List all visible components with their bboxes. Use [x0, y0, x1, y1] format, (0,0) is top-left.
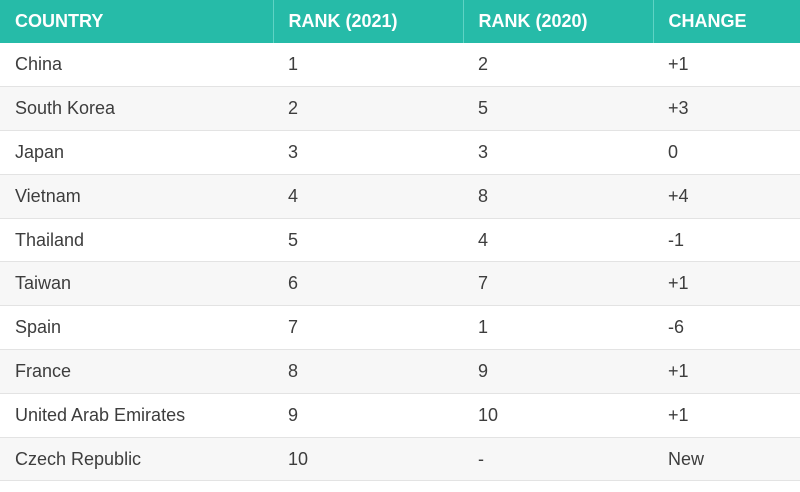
rank-2020-cell: 1	[463, 305, 653, 351]
table-row: United Arab Emirates 9 10 +1	[0, 393, 800, 438]
country-cell: Thailand	[0, 218, 273, 263]
country-cell: France	[0, 349, 273, 394]
rank-2020-cell: 4	[463, 218, 653, 263]
header-row: COUNTRY RANK (2021) RANK (2020) CHANGE	[0, 0, 800, 43]
rank-2021-cell: 9	[273, 393, 463, 438]
rank-2020-cell: 10	[463, 393, 653, 438]
table-row: Thailand 5 4 -1	[0, 218, 800, 263]
table-header: COUNTRY RANK (2021) RANK (2020) CHANGE	[0, 0, 800, 43]
change-cell: New	[653, 437, 800, 482]
rank-2021-cell: 5	[273, 218, 463, 263]
rank-2021-cell: 8	[273, 349, 463, 394]
table-row: Spain 7 1 -6	[0, 305, 800, 351]
change-cell: +1	[653, 393, 800, 438]
country-cell: Spain	[0, 305, 273, 351]
header-rank-2021: RANK (2021)	[273, 0, 464, 43]
country-cell: Taiwan	[0, 261, 273, 307]
table-row: Japan 3 3 0	[0, 130, 800, 175]
change-cell: +1	[653, 43, 800, 88]
country-cell: Vietnam	[0, 174, 273, 219]
change-cell: +1	[653, 261, 800, 307]
rank-2021-cell: 7	[273, 305, 463, 351]
rank-2020-cell: 3	[463, 130, 653, 175]
change-cell: +1	[653, 349, 800, 394]
rank-2020-cell: -	[463, 437, 653, 482]
country-cell: Japan	[0, 130, 273, 175]
change-cell: -1	[653, 218, 800, 263]
rank-2021-cell: 1	[273, 43, 463, 88]
table-row: China 1 2 +1	[0, 43, 800, 88]
change-cell: +3	[653, 86, 800, 132]
table-row: Vietnam 4 8 +4	[0, 174, 800, 219]
rank-2020-cell: 2	[463, 43, 653, 88]
rank-2021-cell: 2	[273, 86, 463, 132]
rank-2021-cell: 10	[273, 437, 463, 482]
change-cell: 0	[653, 130, 800, 175]
table-row: Czech Republic 10 - New	[0, 437, 800, 482]
rank-2020-cell: 7	[463, 261, 653, 307]
rank-2020-cell: 9	[463, 349, 653, 394]
country-cell: Czech Republic	[0, 437, 273, 482]
rank-2021-cell: 6	[273, 261, 463, 307]
country-cell: United Arab Emirates	[0, 393, 273, 438]
table-body: China 1 2 +1 South Korea 2 5 +3 Japan 3 …	[0, 43, 800, 482]
change-cell: +4	[653, 174, 800, 219]
header-rank-2020: RANK (2020)	[463, 0, 654, 43]
country-cell: China	[0, 43, 273, 88]
header-country: COUNTRY	[0, 0, 274, 43]
rank-2020-cell: 5	[463, 86, 653, 132]
table-row: France 8 9 +1	[0, 349, 800, 394]
country-cell: South Korea	[0, 86, 273, 132]
change-cell: -6	[653, 305, 800, 351]
table-row: South Korea 2 5 +3	[0, 86, 800, 132]
table-row: Taiwan 6 7 +1	[0, 261, 800, 307]
rank-2021-cell: 4	[273, 174, 463, 219]
header-change: CHANGE	[653, 0, 800, 43]
rank-2020-cell: 8	[463, 174, 653, 219]
rank-2021-cell: 3	[273, 130, 463, 175]
ranking-table: COUNTRY RANK (2021) RANK (2020) CHANGE C…	[0, 0, 800, 482]
